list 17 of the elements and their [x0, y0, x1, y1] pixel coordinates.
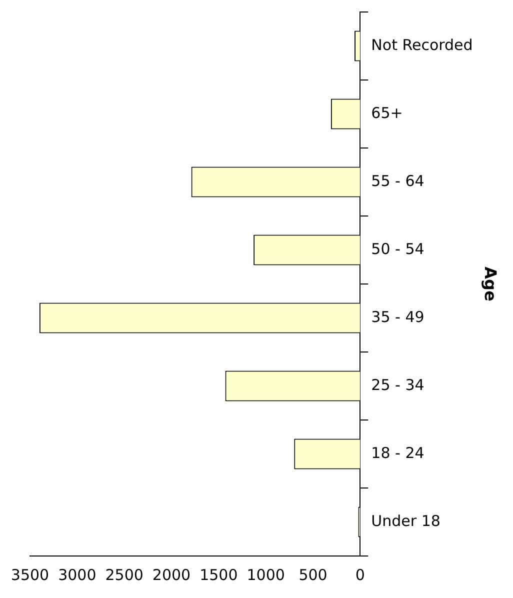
x-tick-label: 3000 — [58, 566, 96, 584]
x-tick-label: 500 — [298, 566, 328, 584]
y-tick-label: 65+ — [371, 104, 403, 122]
y-tick-label: 35 - 49 — [371, 308, 424, 326]
y-tick-label: 55 - 64 — [371, 172, 424, 190]
x-tick-label: 0 — [355, 566, 365, 584]
y-axis-title: Age — [481, 266, 500, 302]
x-tick-label: 2000 — [152, 566, 191, 584]
y-tick-label: Under 18 — [371, 512, 440, 530]
y-tick-label: 25 - 34 — [371, 376, 424, 394]
x-tick-label: 1000 — [246, 566, 285, 584]
y-tick-label: 18 - 24 — [371, 444, 424, 462]
x-tick-label: 3500 — [10, 566, 50, 584]
y-tick-label: Not Recorded — [371, 36, 473, 54]
x-tick-label: 1500 — [200, 566, 238, 584]
x-tick-label: 2500 — [105, 566, 144, 584]
y-tick-label: 50 - 54 — [371, 240, 424, 258]
